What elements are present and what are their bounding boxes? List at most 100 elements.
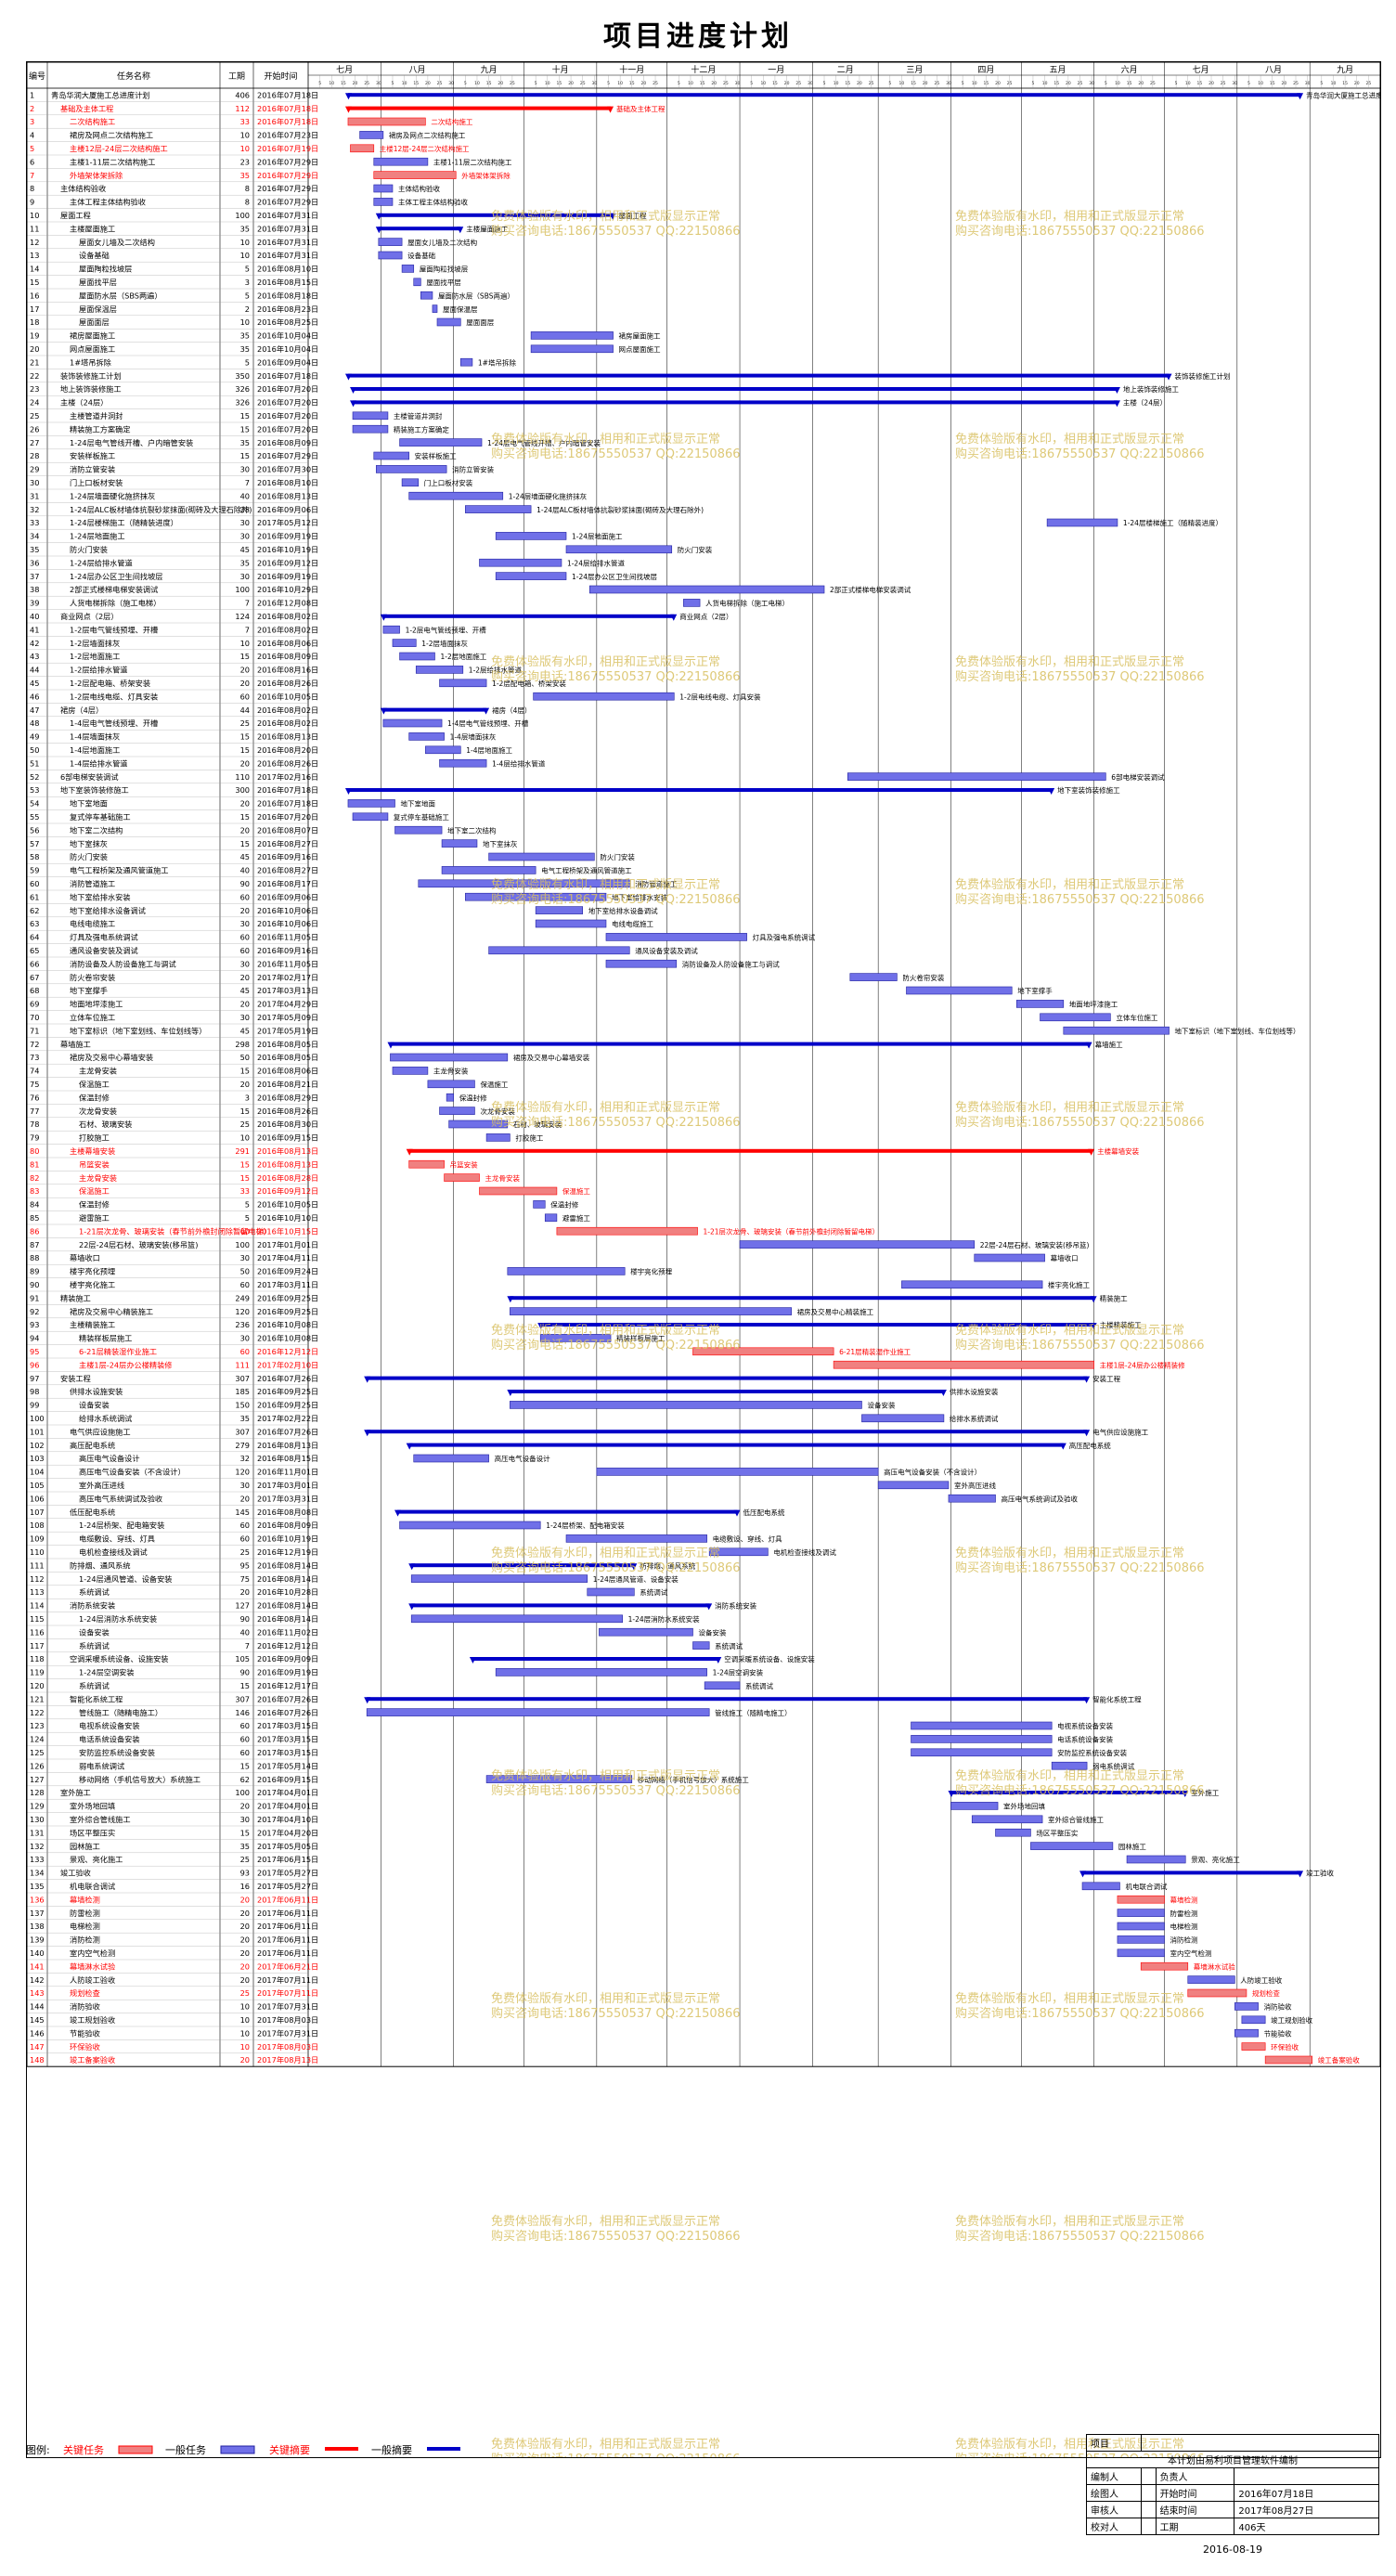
task-bar xyxy=(510,1307,792,1315)
task-duration: 30 xyxy=(240,1481,250,1490)
task-duration: 32 xyxy=(240,1454,250,1463)
task-name: 屋面防水层（SBS两遍） xyxy=(79,291,162,300)
bar-label: 保温施工 xyxy=(480,1080,508,1089)
summary-start-marker xyxy=(344,93,352,100)
task-duration: 10 xyxy=(240,251,250,260)
task-duration: 15 xyxy=(240,1681,250,1690)
bar-label: 景观、亮化施工 xyxy=(1191,1855,1240,1864)
day-tick-label: 25 xyxy=(580,81,586,86)
task-start: 2016年09月04日 xyxy=(257,357,318,367)
task-bar xyxy=(408,732,445,741)
task-name: 主楼幕墙安装 xyxy=(70,1146,115,1156)
task-start: 2016年08月02日 xyxy=(257,625,318,634)
task-name: 主龙骨安装 xyxy=(79,1173,117,1183)
task-id: 42 xyxy=(30,639,39,648)
task-bar xyxy=(408,1159,445,1169)
task-start: 2016年07月20日 xyxy=(257,411,318,421)
task-duration: 30 xyxy=(240,959,250,968)
task-id: 109 xyxy=(30,1534,45,1544)
bar-label: 室外高压进线 xyxy=(954,1481,996,1490)
day-tick-label: 15 xyxy=(1342,81,1348,86)
task-bar xyxy=(350,144,375,153)
column-header-duration: 工期 xyxy=(228,71,245,82)
summary-bar xyxy=(382,614,675,618)
watermark-line: 免费体验版有水印，相用和正式版显示正常 xyxy=(955,877,1184,892)
legend-label: 图例: xyxy=(26,2443,50,2456)
task-name: 地下室地面 xyxy=(70,799,108,809)
bar-label: 消防立管安装 xyxy=(452,465,494,474)
day-tick-label: 25 xyxy=(1293,81,1299,86)
task-duration: 10 xyxy=(240,238,250,247)
watermark-line: 购买咨询电话:18675550537 QQ:22150866 xyxy=(955,1338,1205,1353)
day-tick-label: 20 xyxy=(353,81,358,86)
legend: 图例: 关键任务 一般任务 关键摘要 一般摘要 xyxy=(26,2440,546,2462)
task-name: 防雷检测 xyxy=(70,1909,100,1918)
task-name: 裙房及网点二次结构施工 xyxy=(70,131,153,140)
task-id: 141 xyxy=(30,1961,45,1971)
summary-end-marker xyxy=(1083,1376,1091,1383)
bar-label: 电缆敷设、穿线、灯具 xyxy=(713,1534,782,1544)
task-id: 25 xyxy=(30,411,39,421)
task-id: 77 xyxy=(30,1107,39,1116)
task-duration: 100 xyxy=(235,585,250,594)
task-bar xyxy=(432,304,438,313)
task-start: 2017年04月29日 xyxy=(257,1000,318,1009)
task-duration: 35 xyxy=(240,171,250,180)
task-start: 2016年09月09日 xyxy=(257,1654,318,1663)
bar-label: 地下室标识（地下室划线、车位划线等） xyxy=(1175,1026,1300,1035)
day-tick-label: 30 xyxy=(946,81,951,86)
task-start: 2016年07月18日 xyxy=(257,117,318,126)
summary-bar xyxy=(390,1042,1090,1046)
watermark-line: 购买咨询电话:18675550537 QQ:22150866 xyxy=(491,1115,741,1130)
bar-label: 1-4层墙面抹灰 xyxy=(450,732,497,742)
bar-label: 系统调试 xyxy=(715,1641,743,1650)
task-id: 100 xyxy=(30,1414,45,1423)
signoff-cell xyxy=(1141,2518,1157,2535)
task-duration: 249 xyxy=(235,1293,250,1302)
task-id: 135 xyxy=(30,1882,45,1891)
task-bar xyxy=(535,906,584,914)
task-start: 2017年03月15日 xyxy=(257,1721,318,1730)
task-id: 104 xyxy=(30,1468,45,1477)
task-id: 34 xyxy=(30,532,39,541)
summary-end-marker xyxy=(630,1563,638,1571)
task-start: 2016年09月25日 xyxy=(257,1307,318,1316)
bar-label: 主楼1层-24层办公楼精装修 xyxy=(1100,1360,1186,1369)
task-name: 消防管道施工 xyxy=(70,879,115,888)
task-bar xyxy=(448,1120,509,1129)
summary-start-marker xyxy=(375,213,382,220)
task-id: 89 xyxy=(30,1267,39,1276)
task-start: 2016年08月08日 xyxy=(257,1508,318,1517)
day-tick-label: 15 xyxy=(1127,81,1132,86)
task-name: 保温施工 xyxy=(79,1186,110,1196)
task-id: 138 xyxy=(30,1922,45,1931)
watermark-line: 免费体验版有水印，相用和正式版显示正常 xyxy=(955,2214,1184,2229)
task-bar xyxy=(847,772,1106,781)
task-bar xyxy=(605,959,678,968)
bar-label: 1-4层地面施工 xyxy=(466,745,512,755)
summary-end-marker xyxy=(1088,1148,1095,1156)
task-bar xyxy=(444,1173,480,1182)
task-duration: 60 xyxy=(240,1735,250,1744)
task-name: 空调采暖系统设备、设施安装 xyxy=(70,1654,168,1663)
task-name: 1-24层地面施工 xyxy=(70,532,125,541)
task-id: 58 xyxy=(30,852,39,861)
day-tick-label: 15 xyxy=(772,81,778,86)
task-id: 112 xyxy=(30,1574,45,1584)
task-name: 吊篮安装 xyxy=(79,1159,110,1169)
task-bar xyxy=(950,1802,999,1810)
task-duration: 60 xyxy=(240,1280,250,1289)
task-start: 2017年04月01日 xyxy=(257,1788,318,1797)
bar-label: 楼宇亮化预埋 xyxy=(630,1267,672,1276)
task-id: 127 xyxy=(30,1775,45,1784)
task-name: 地下室标识（地下室划线、车位划线等） xyxy=(70,1026,206,1035)
task-bar xyxy=(446,1093,454,1102)
task-name: 1-21层次龙骨、玻璃安装（春节前外檐封闭除暂留电梯） xyxy=(79,1226,271,1236)
bar-label: 精装施工方案确定 xyxy=(394,424,449,434)
task-id: 5 xyxy=(30,144,34,153)
task-name: 地下室二次结构 xyxy=(70,825,123,835)
task-id: 80 xyxy=(30,1146,39,1156)
day-tick-label: 30 xyxy=(591,81,597,86)
signoff-cell: 绘图人 xyxy=(1086,2484,1142,2502)
bar-label: 保温施工 xyxy=(562,1186,590,1196)
